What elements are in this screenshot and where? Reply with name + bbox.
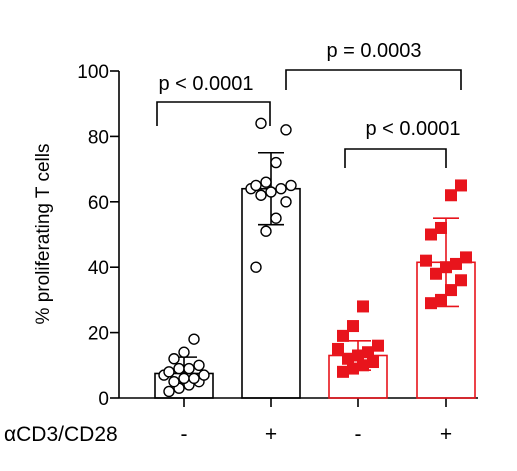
y-axis-label: % proliferating T cells <box>33 144 54 325</box>
data-point <box>178 372 190 385</box>
data-point <box>255 117 267 130</box>
data-point <box>173 362 185 375</box>
condition-label: - <box>355 423 362 446</box>
error-bars-layer <box>171 151 459 385</box>
data-point <box>163 366 175 378</box>
data-point <box>342 352 354 365</box>
data-point <box>250 179 262 192</box>
y-tick-label: 60 <box>88 193 109 214</box>
y-tick-label: 80 <box>88 127 109 148</box>
data-point <box>337 365 349 378</box>
condition-label: + <box>440 423 452 446</box>
condition-label: - <box>181 423 188 446</box>
data-point <box>357 300 369 313</box>
data-point <box>265 186 277 198</box>
data-point <box>460 251 472 264</box>
data-point <box>425 228 437 241</box>
data-point <box>168 353 180 365</box>
p-value-label: p = 0.0003 <box>326 40 421 62</box>
data-point <box>198 369 210 381</box>
data-point <box>357 359 369 372</box>
data-point <box>347 320 359 333</box>
significance-bracket <box>285 69 462 90</box>
data-point <box>430 267 442 280</box>
p-value-label: p < 0.0001 <box>365 118 460 140</box>
data-point <box>455 179 467 192</box>
significance-bracket <box>156 101 271 126</box>
data-point <box>445 284 457 297</box>
data-point <box>275 183 287 195</box>
data-point <box>250 261 262 273</box>
y-tick-label: 0 <box>98 389 109 410</box>
data-point <box>435 293 447 306</box>
y-tick-label: 100 <box>77 62 109 83</box>
data-point <box>188 333 200 345</box>
data-point <box>347 362 359 375</box>
data-point <box>372 339 384 352</box>
data-point <box>260 225 272 237</box>
data-point <box>285 179 297 192</box>
data-point <box>445 189 457 202</box>
significance-layer: p < 0.0001 p = 0.0003 p < 0.0001 <box>156 40 462 168</box>
y-axis: 0 20 40 60 80 100 <box>77 62 478 410</box>
data-point <box>260 176 272 188</box>
significance-bracket <box>344 148 447 168</box>
treatment-row-label: αCD3/CD28 <box>4 423 118 446</box>
data-point <box>188 372 200 385</box>
data-point <box>337 329 349 342</box>
condition-label: + <box>265 423 277 446</box>
y-tick-label: 20 <box>88 324 109 345</box>
data-point <box>352 349 364 362</box>
data-point <box>280 124 292 136</box>
data-point <box>163 385 175 398</box>
data-point <box>420 254 432 267</box>
data-point <box>362 346 374 359</box>
data-point <box>193 359 205 371</box>
data-point <box>280 196 292 208</box>
data-point <box>270 212 282 224</box>
data-point <box>435 221 447 234</box>
p-value-label: p < 0.0001 <box>158 73 253 95</box>
data-point <box>450 257 462 270</box>
data-point <box>168 375 180 388</box>
points-layer <box>158 117 472 398</box>
data-point <box>332 342 344 355</box>
data-point <box>367 356 379 369</box>
data-point <box>178 346 190 358</box>
data-point <box>440 261 452 274</box>
y-tick-label: 40 <box>88 258 109 279</box>
condition-labels: - + - + <box>181 423 453 446</box>
data-point <box>183 362 195 375</box>
data-point <box>270 156 282 169</box>
data-point <box>425 297 437 310</box>
data-point <box>255 189 267 201</box>
data-point <box>455 274 467 287</box>
